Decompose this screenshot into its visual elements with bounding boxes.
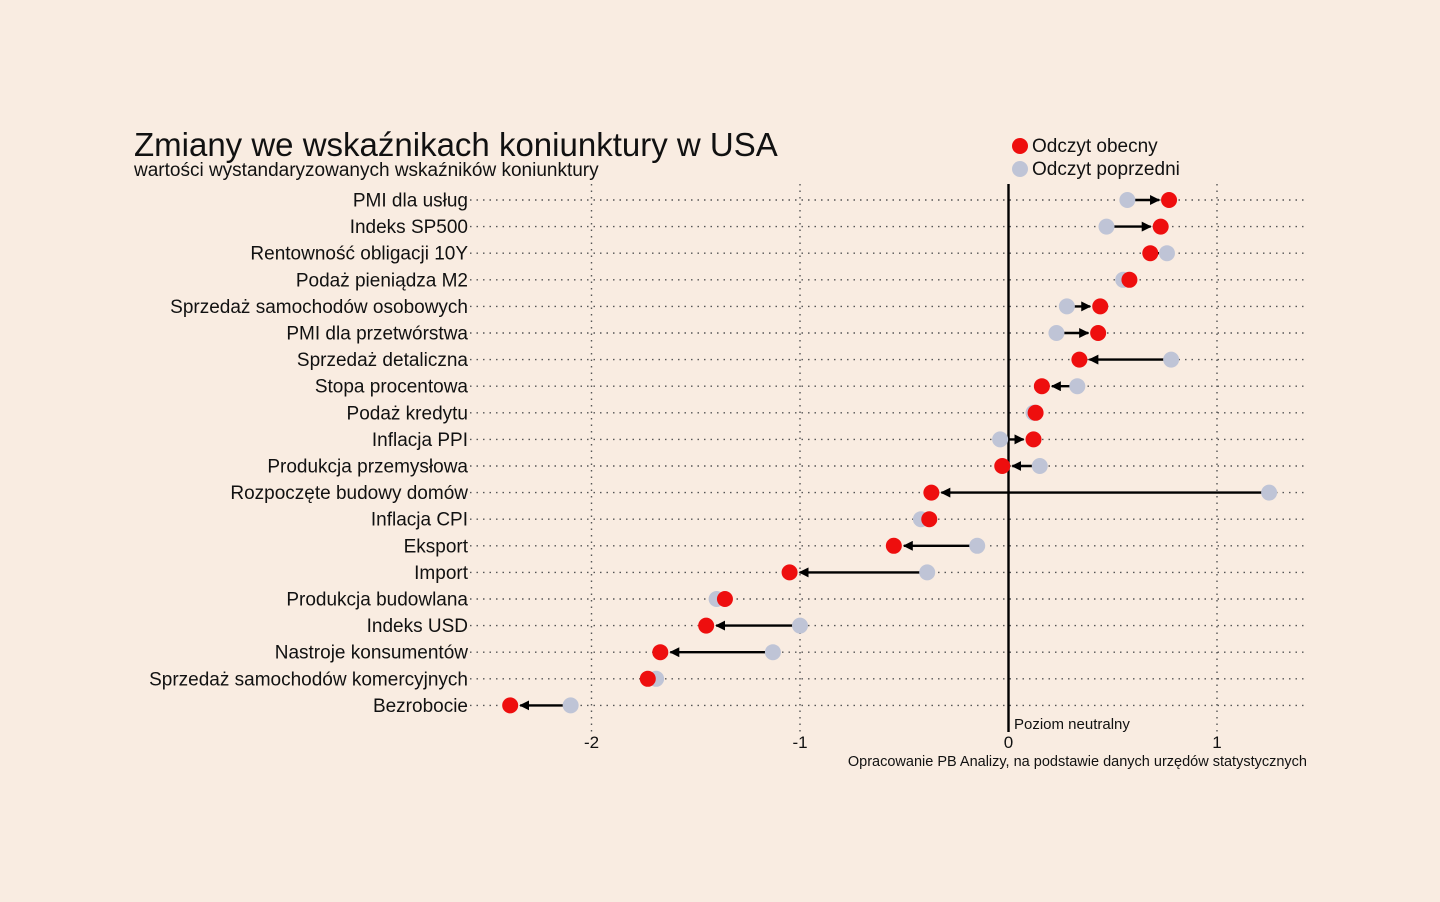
chart-title: Zmiany we wskaźnikach koniunktury w USA [134,126,778,163]
point-previous [1261,484,1278,501]
legend: Odczyt obecny Odczyt poprzedni [1012,136,1180,180]
point-current [698,617,715,634]
point-current [923,484,940,501]
category-label: Indeks USD [367,616,468,637]
point-current [1027,404,1044,421]
point-current [781,564,798,581]
category-label: Podaż pieniądza M2 [296,270,468,291]
point-previous [1031,458,1048,474]
point-previous [562,697,579,714]
category-label: PMI dla przetwórstwa [286,324,468,345]
x-tick-label: 0 [1004,733,1013,752]
x-tick-label: -1 [792,733,807,752]
category-label: Import [414,563,469,584]
point-current [1161,192,1178,208]
point-current [502,697,519,714]
connector-layer [519,184,1270,732]
point-current [1071,351,1088,368]
category-label: Inflacja CPI [371,510,468,531]
legend-label-current: Odczyt obecny [1032,136,1158,157]
point-current [1142,245,1159,262]
point-previous [792,617,808,634]
category-label: Produkcja przemysłowa [267,457,468,478]
legend-label-previous: Odczyt poprzedni [1032,159,1180,180]
point-current [1090,325,1107,341]
point-previous [1163,351,1180,368]
category-label: Podaż kredytu [347,403,468,424]
point-previous [1048,325,1065,341]
point-current [885,537,902,554]
point-previous [1119,192,1136,208]
point-previous [1098,218,1115,235]
point-current [1033,378,1050,395]
category-label: Nastroje konsumentów [275,643,469,664]
category-label: Bezrobocie [373,696,468,717]
category-label: Stopa procentowa [315,377,469,398]
grid-layer [470,184,1307,732]
neutral-level-label: Poziom neutralny [1014,716,1130,733]
category-label: Eksport [404,536,469,557]
point-previous [919,564,936,581]
category-label: Produkcja budowlana [286,590,468,611]
point-previous [1069,378,1086,395]
point-previous [1058,298,1075,315]
point-previous [764,644,781,661]
point-current [921,511,938,528]
category-label: PMI dla usług [353,191,468,212]
legend-marker-current [1012,138,1028,154]
category-label: Rozpoczęte budowy domów [230,483,468,504]
point-previous [992,431,1009,448]
legend-marker-previous [1012,161,1028,177]
chart-subtitle: wartości wystandaryzowanych wskaźników k… [133,160,599,181]
point-current [994,458,1011,474]
category-label: Inflacja PPI [372,430,468,451]
point-current [639,670,656,687]
x-tick-label: -2 [584,733,599,752]
point-current [652,644,669,661]
category-label: Sprzedaż samochodów osobowych [170,297,468,318]
category-label: Rentowność obligacji 10Y [250,244,468,265]
points-layer [502,192,1278,714]
category-label: Sprzedaż samochodów komercyjnych [149,669,468,690]
category-label: Sprzedaż detaliczna [297,350,469,371]
point-previous [969,537,986,554]
point-current [716,591,733,607]
point-previous [1158,245,1175,262]
point-current [1121,271,1138,288]
source-note: Opracowanie PB Analizy, na podstawie dan… [848,754,1307,770]
x-tick-label: 1 [1212,733,1221,752]
point-current [1152,218,1169,235]
labels-layer: -2 -1 0 1 PMI dla usług Indeks SP500 Rentownoś… [149,191,1222,753]
point-current [1092,298,1109,315]
category-label: Indeks SP500 [350,217,468,238]
point-current [1025,431,1042,448]
